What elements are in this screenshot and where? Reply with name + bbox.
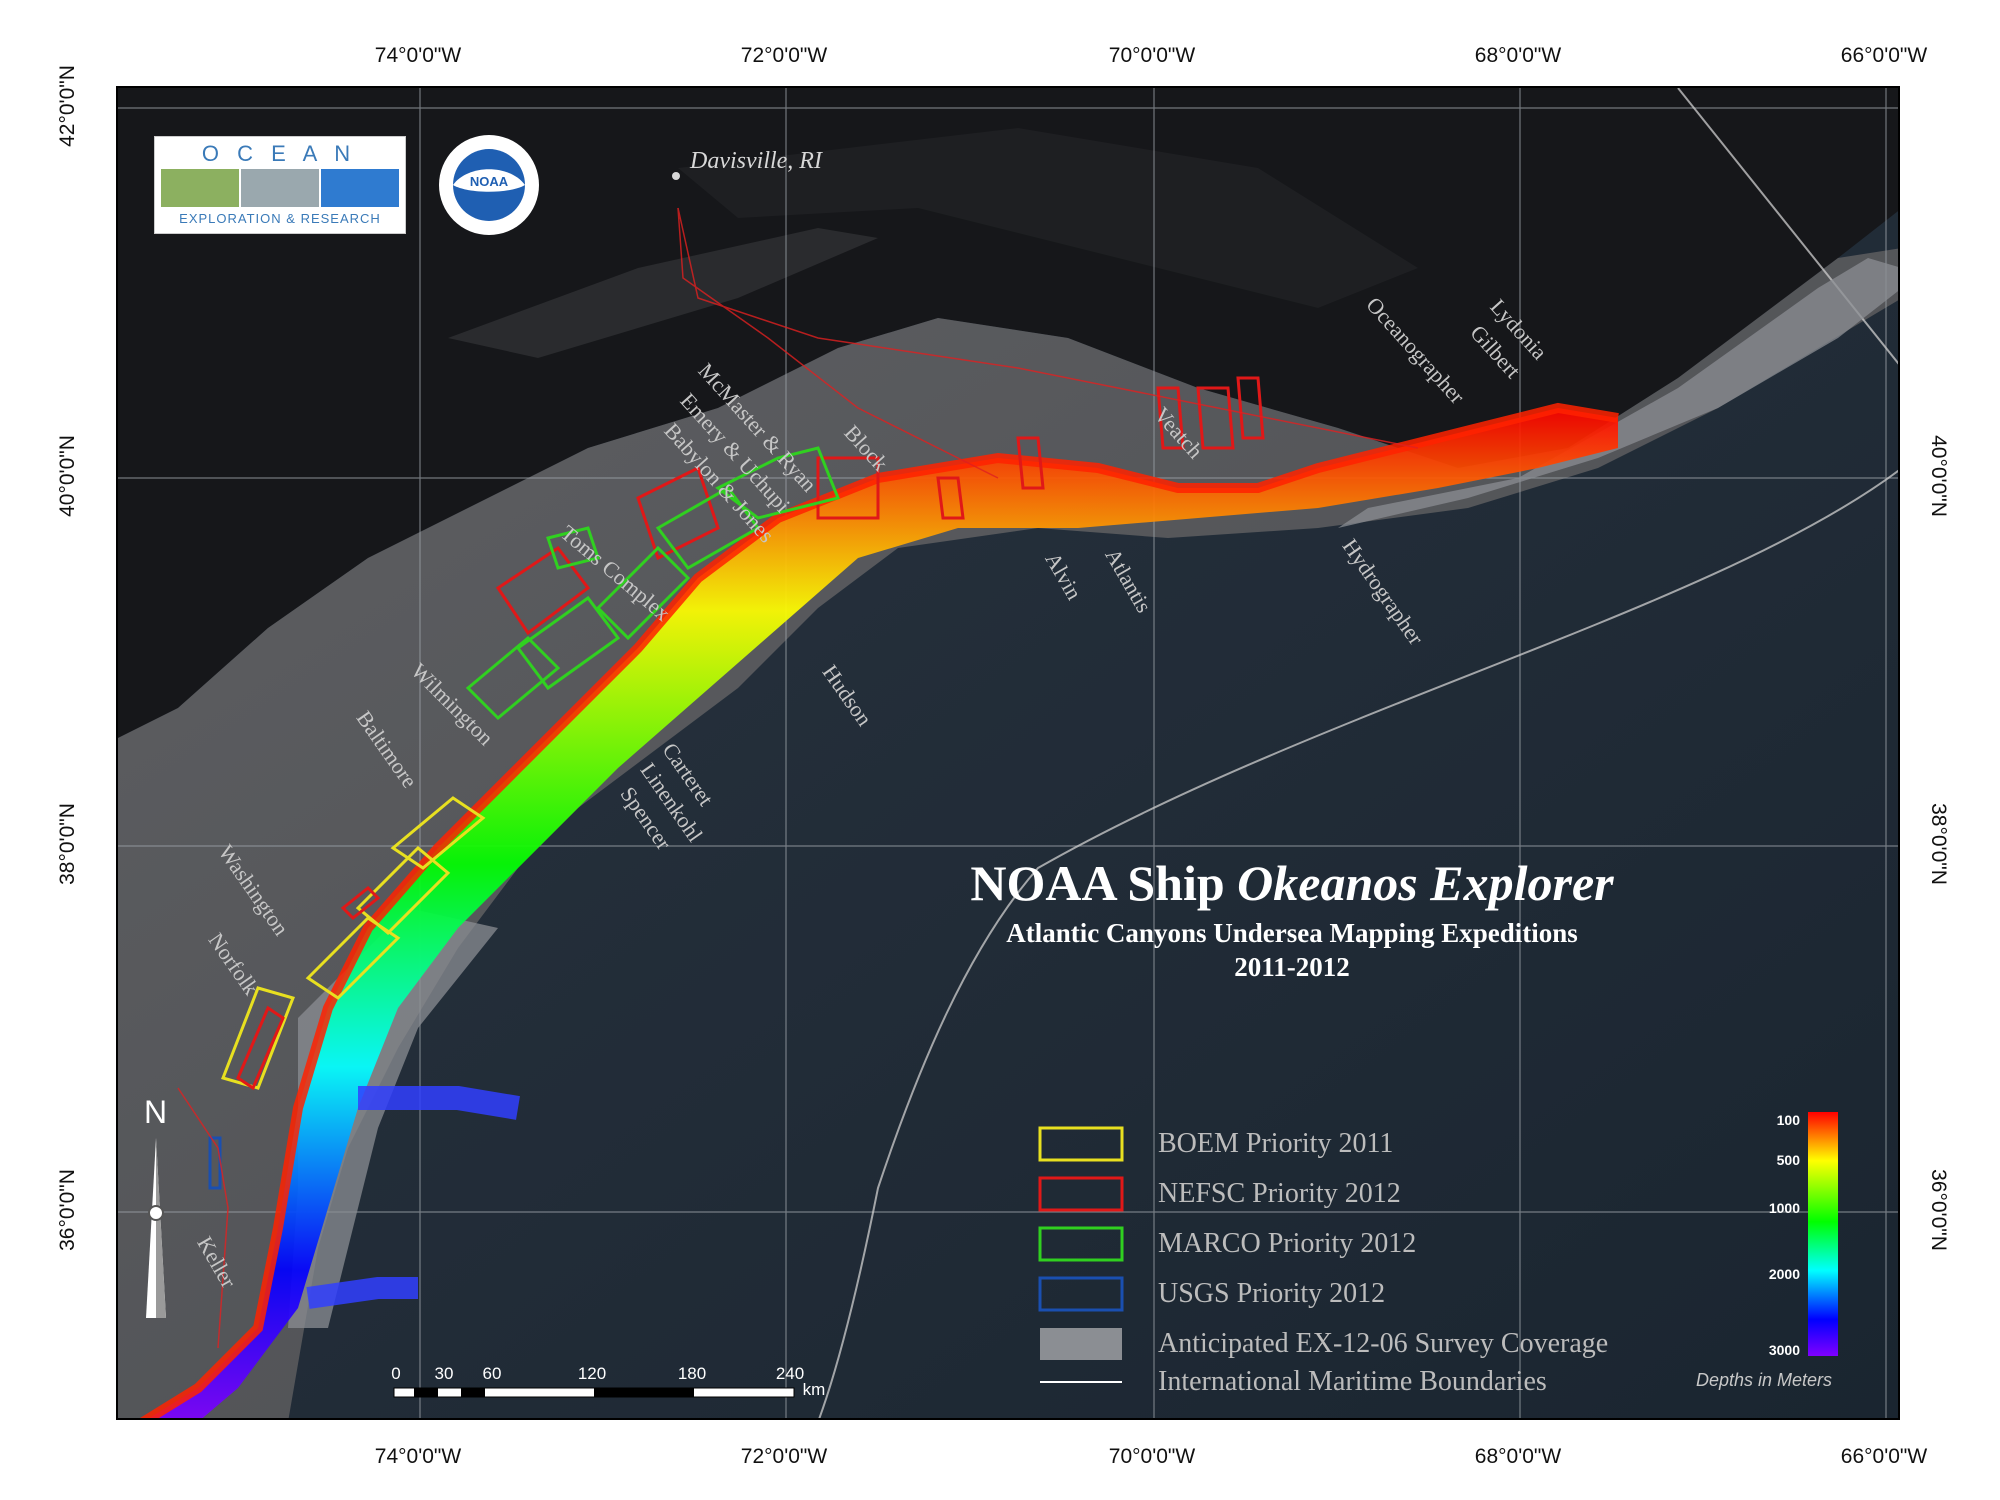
marco-boxes — [465, 446, 841, 721]
scale-label-60: 60 — [482, 1364, 502, 1383]
legend-row-boem: BOEM Priority 2011 — [1158, 1126, 1393, 1162]
top-tick-70w: 70°0'0"W — [1108, 44, 1196, 67]
top-tick-74w: 74°0'0"W — [374, 44, 462, 67]
depth-label-500: 500 — [1776, 1152, 1800, 1168]
depth-colorbar — [1808, 1112, 1838, 1356]
depth-label-100: 100 — [1776, 1112, 1800, 1128]
bottom-tick-70w: 70°0'0"W — [1108, 1445, 1196, 1468]
north-arrow — [146, 1138, 166, 1318]
left-tick-38n: 38°0'0"N — [56, 803, 79, 885]
transit-line-spur-south — [306, 1277, 418, 1309]
scale-label-120: 120 — [577, 1364, 607, 1383]
depth-label-1000: 1000 — [1768, 1200, 1800, 1216]
ocean-logo-diver-panel — [321, 169, 399, 207]
map-frame[interactable]: O C E A N EXPLORATION & RESEARCH NOAA Da… — [116, 86, 1900, 1420]
right-tick-36n: 36°0'0"N — [1927, 1169, 1950, 1251]
legend-row-nefsc: NEFSC Priority 2012 — [1158, 1176, 1401, 1212]
legend-label-marco: MARCO Priority 2012 — [1158, 1228, 1417, 1259]
usgs-box — [208, 1136, 222, 1190]
map-title-prefix: NOAA Ship — [970, 855, 1238, 911]
transit-line-spur-north — [358, 1086, 520, 1120]
depth-unit-label: Depths in Meters — [1696, 1370, 1833, 1390]
legend-row-marco: MARCO Priority 2012 — [1158, 1226, 1416, 1262]
map-title-ship: Okeanos Explorer — [1237, 855, 1614, 911]
davisville-point — [672, 172, 680, 180]
depth-label-2000: 2000 — [1768, 1266, 1800, 1282]
legend-label-usgs: USGS Priority 2012 — [1158, 1278, 1386, 1309]
legend-label-coverage: Anticipated EX-12-06 Survey Coverage — [1158, 1328, 1609, 1359]
scale-label-0: 0 — [391, 1364, 401, 1383]
ocean-logo-letters: O C E A N — [201, 141, 357, 166]
legend-label-boem: BOEM Priority 2011 — [1158, 1128, 1394, 1159]
scale-bar — [393, 1387, 795, 1398]
bottom-tick-68w: 68°0'0"W — [1474, 1445, 1562, 1468]
maritime-boundaries — [818, 88, 1898, 1418]
map-title: NOAA Ship Okeanos Explorer — [932, 854, 1652, 912]
place-label-davisville: Davisville, RI — [690, 148, 822, 174]
bottom-tick-72w: 72°0'0"W — [740, 1445, 828, 1468]
legend-label-nefsc: NEFSC Priority 2012 — [1158, 1178, 1401, 1209]
ocean-exploration-logo: O C E A N EXPLORATION & RESEARCH — [154, 136, 406, 234]
scale-label-180: 180 — [677, 1364, 707, 1383]
noaa-logo: NOAA — [438, 134, 540, 236]
ocean-logo-ship-panel — [161, 169, 239, 207]
ocean-logo-sea-panel — [241, 169, 319, 207]
map-years: 2011-2012 — [1234, 952, 1350, 982]
right-tick-38n: 38°0'0"N — [1927, 803, 1950, 885]
map-canvas — [118, 88, 1898, 1418]
north-arrow-label: N — [144, 1094, 168, 1130]
depth-label-3000: 3000 — [1768, 1342, 1800, 1358]
ocean-logo-caption: EXPLORATION & RESEARCH — [179, 211, 381, 226]
legend-row-coverage: Anticipated EX-12-06 Survey Coverage — [1158, 1326, 1608, 1362]
left-tick-42n: 42°0'0"N — [56, 65, 79, 147]
legend-swatches — [1038, 1126, 1124, 1383]
continental-shelf — [118, 248, 1898, 1418]
top-tick-72w: 72°0'0"W — [740, 44, 828, 67]
legend-row-usgs: USGS Priority 2012 — [1158, 1276, 1385, 1312]
legend-label-boundaries: International Maritime Boundaries — [1158, 1366, 1547, 1397]
bathymetry-swath — [149, 408, 1618, 1418]
scale-label-240: 240 — [775, 1364, 805, 1383]
right-tick-40n: 40°0'0"N — [1927, 435, 1950, 517]
nefsc-boxes — [236, 376, 1265, 1091]
legend-row-boundaries: International Maritime Boundaries — [1158, 1364, 1547, 1400]
bottom-tick-66w: 66°0'0"W — [1840, 1445, 1928, 1468]
long-island — [448, 228, 878, 358]
swath-shallow-edge — [140, 402, 1619, 1418]
scale-label-unit: km — [802, 1380, 826, 1399]
transit-tracks — [177, 207, 1419, 1349]
land-mass — [118, 88, 1898, 738]
map-subtitle: Atlantic Canyons Undersea Mapping Expedi… — [1006, 918, 1578, 948]
bottom-tick-74w: 74°0'0"W — [374, 1445, 462, 1468]
top-tick-68w: 68°0'0"W — [1474, 44, 1562, 67]
new-england-coast — [678, 128, 1418, 308]
noaa-logo-text: NOAA — [469, 174, 509, 189]
left-tick-36n: 36°0'0"N — [56, 1169, 79, 1251]
scale-label-30: 30 — [434, 1364, 454, 1383]
top-tick-66w: 66°0'0"W — [1840, 44, 1928, 67]
left-tick-40n: 40°0'0"N — [56, 435, 79, 517]
